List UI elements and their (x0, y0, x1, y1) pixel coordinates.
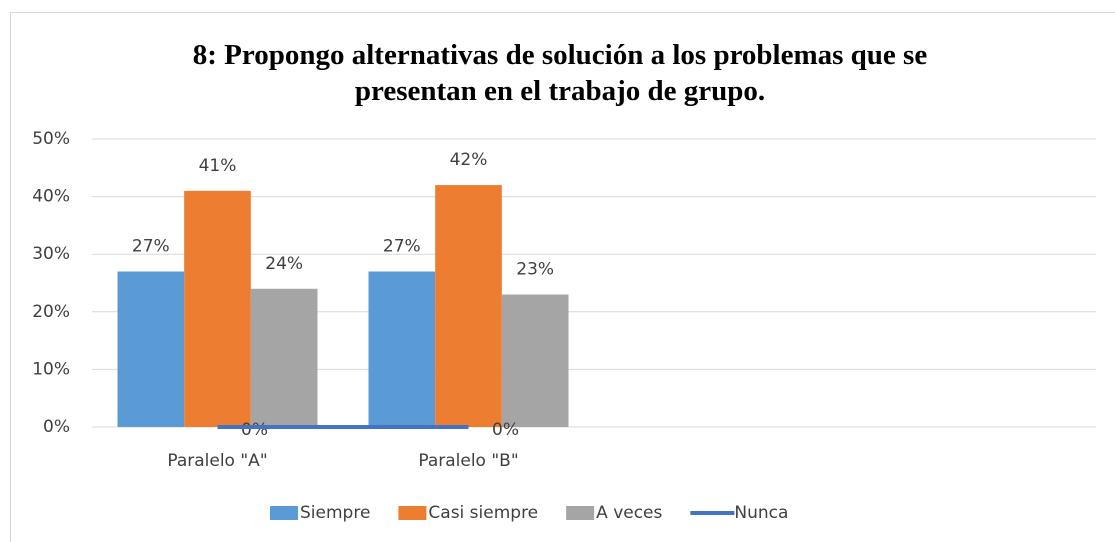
data-label: 0% (241, 420, 268, 440)
legend-label: A veces (596, 503, 662, 523)
data-label: 27% (383, 236, 421, 256)
data-label: 41% (199, 156, 237, 176)
legend-label: Nunca (734, 503, 788, 523)
legend-label: Siempre (300, 503, 370, 523)
y-tick-label: 0% (43, 417, 70, 437)
legend-label: Casi siempre (428, 503, 538, 523)
x-tick-label: Paralelo "A" (167, 451, 267, 471)
bar (184, 190, 251, 427)
legend-swatch (398, 506, 427, 520)
data-label: 0% (492, 420, 519, 440)
bar (250, 288, 318, 427)
bar (117, 271, 185, 427)
data-label: 42% (450, 150, 488, 170)
y-tick-label: 10% (32, 359, 70, 379)
y-tick-label: 40% (32, 187, 70, 207)
data-label: 23% (516, 260, 554, 280)
chart-title: 8: Propongo alternativas de solución a l… (193, 39, 928, 107)
bar (368, 271, 436, 427)
x-tick-label: Paralelo "B" (418, 451, 518, 471)
y-tick-label: 50% (32, 129, 70, 149)
y-tick-label: 20% (32, 302, 70, 322)
bar (501, 294, 569, 427)
bar (435, 185, 502, 427)
legend-swatch (270, 506, 298, 520)
legend-swatch (566, 506, 595, 520)
data-label: 27% (132, 236, 170, 256)
y-tick-label: 30% (32, 244, 70, 264)
data-label: 24% (265, 254, 303, 274)
